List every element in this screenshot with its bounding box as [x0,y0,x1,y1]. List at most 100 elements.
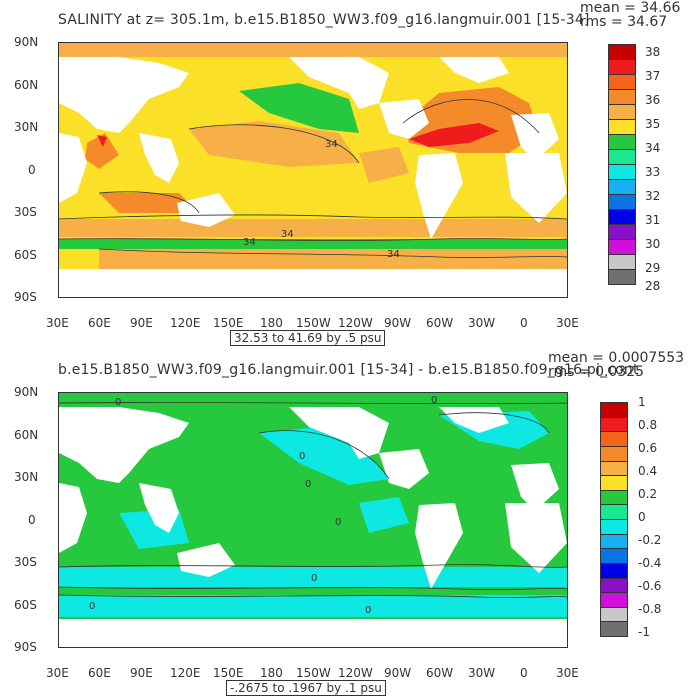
colorbar-cell [608,164,636,180]
salinity-map-panel: SALINITY at z= 305.1m, b.e15.B1850_WW3.f… [14,0,681,346]
colorbar-cell [600,533,628,550]
x-tick-label: 150E [213,666,244,680]
salinity-map: 34 34 34 34 [58,42,568,298]
x-tick-label: 30E [556,666,579,680]
y-tick-label: 0 [28,513,36,527]
y-tick-label: 60N [14,428,39,442]
colorbar-label: 31 [645,213,661,227]
colorbar-cell [600,402,628,418]
colorbar-label: 33 [645,165,661,179]
colorbar-label: 36 [645,93,661,107]
x-tick-label: 120E [170,316,201,330]
mean-value: mean = 34.66 [580,0,681,16]
x-tick-label: 150W [296,316,331,330]
colorbar-cell [608,209,636,225]
colorbar-label: -0.4 [638,556,662,570]
contour-range-label: -.2675 to .1967 by .1 psu [226,680,386,696]
colorbar-label: 38 [645,45,661,59]
colorbar-label: 30 [645,237,661,251]
colorbar-label: 0.8 [638,418,658,432]
colorbar-label: -0.6 [638,579,662,593]
y-tick-label: 30S [14,555,37,569]
y-tick-label: 0 [28,163,36,177]
colorbar-cell [600,592,628,608]
colorbar-cell [608,179,636,195]
x-tick-label: 150E [213,316,244,330]
colorbar-label: 1 [638,395,646,409]
colorbar-cell [600,504,628,520]
x-tick-label: 180 [260,316,283,330]
x-tick-label: 60E [88,316,111,330]
colorbar-label: 28 [645,279,661,293]
x-tick-label: 90E [130,666,153,680]
y-tick-label: 90S [14,640,37,654]
colorbar-cell [600,416,628,433]
y-tick-label: 90S [14,290,37,304]
colorbar-cell [608,74,636,90]
colorbar-cell [608,89,636,105]
x-tick-label: 120W [338,666,373,680]
colorbar-label: 34 [645,141,661,155]
map-title: SALINITY at z= 305.1m, b.e15.B1850_WW3.f… [58,12,590,28]
colorbar-cell [608,269,636,285]
x-tick-label: 30E [46,316,69,330]
colorbar-cell [608,134,636,150]
x-tick-label: 120W [338,316,373,330]
colorbar-cell [608,224,636,240]
colorbar-label: 0.6 [638,441,658,455]
contour-label: 34 [281,229,294,240]
colorbar-cell [600,460,628,477]
colorbar-cell [600,431,628,447]
colorbar [600,402,628,637]
colorbar-cell [608,59,636,75]
contour-label: 34 [387,249,400,260]
y-tick-label: 60S [14,248,37,262]
colorbar-cell [600,489,628,506]
x-tick-label: 150W [296,666,331,680]
x-tick-label: 30W [468,316,496,330]
x-tick-label: 60W [426,316,454,330]
salinity-difference-map-panel: b.e15.B1850_WW3.f09_g16.langmuir.001 [15… [0,350,700,700]
colorbar-cell [600,577,628,594]
colorbar-cell [608,44,636,60]
colorbar-cell [600,519,628,535]
colorbar-label: 29 [645,261,661,275]
x-tick-label: 90W [384,316,412,330]
colorbar-cell [608,194,636,210]
colorbar [608,44,636,285]
y-tick-label: 90N [14,35,39,49]
x-tick-label: 0 [520,316,528,330]
colorbar-label: 35 [645,117,661,131]
contour-label: 0 [305,479,312,490]
contour-label: 0 [89,601,96,612]
colorbar-cell [608,149,636,165]
rms-value: rms = 34.67 [580,14,668,30]
colorbar-cell [608,239,636,255]
contour-label: 34 [243,237,256,248]
colorbar-cell [600,475,628,491]
x-tick-label: 0 [520,666,528,680]
y-tick-label: 30N [14,120,39,134]
colorbar-label: 0.2 [638,487,658,501]
x-tick-label: 90W [384,666,412,680]
map-title: b.e15.B1850_WW3.f09_g16.langmuir.001 [15… [58,362,639,378]
x-tick-label: 30W [468,666,496,680]
colorbar-label: 0 [638,510,646,524]
contour-range-label: 32.53 to 41.69 by .5 psu [230,330,386,346]
contour-label: 0 [311,573,318,584]
x-tick-label: 30E [556,316,579,330]
contour-label: 0 [299,451,306,462]
colorbar-cell [600,445,628,462]
x-tick-label: 60W [426,666,454,680]
y-tick-label: 60S [14,598,37,612]
x-tick-label: 90E [130,316,153,330]
y-tick-label: 90N [14,385,39,399]
y-tick-label: 30S [14,205,37,219]
y-tick-label: 60N [14,78,39,92]
colorbar-label: 32 [645,189,661,203]
mean-value: mean = 0.0007553 [548,350,685,366]
x-tick-label: 60E [88,666,111,680]
colorbar-cell [600,548,628,564]
colorbar-label: -0.2 [638,533,662,547]
colorbar-cell [600,606,628,623]
